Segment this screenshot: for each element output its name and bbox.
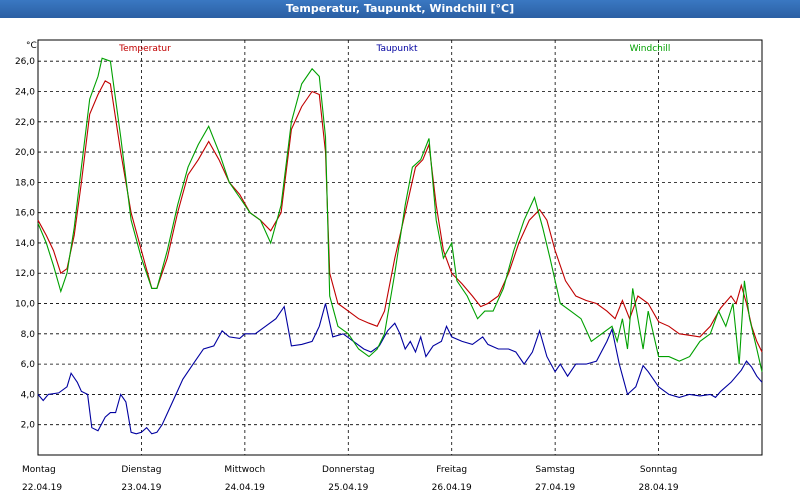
x-tick-day-label: Samstag <box>535 465 574 475</box>
grid <box>38 40 762 455</box>
x-tick-date-label: 27.04.19 <box>535 483 575 493</box>
legend-entry-windchill: Windchill <box>630 44 671 54</box>
y-tick-label: 10,0 <box>15 300 35 310</box>
legend-entry-taupunkt: Taupunkt <box>375 44 418 54</box>
x-tick-date-label: 25.04.19 <box>328 483 368 493</box>
y-tick-label: 20,0 <box>15 148 35 158</box>
x-tick-date-label: 26.04.19 <box>432 483 472 493</box>
legend-entry-temperatur: Temperatur <box>118 44 171 54</box>
y-axis-label: °C <box>26 41 37 51</box>
x-tick-day-label: Mittwoch <box>224 465 265 475</box>
legend: Temperatur Taupunkt Windchill <box>118 44 670 54</box>
y-tick-label: 14,0 <box>15 239 35 249</box>
chart-title: Temperatur, Taupunkt, Windchill [°C] <box>0 0 800 18</box>
y-tick-label: 18,0 <box>15 178 35 188</box>
plot-frame <box>37 39 763 456</box>
y-tick-label: 26,0 <box>15 57 35 67</box>
x-tick-day-label: Freitag <box>436 465 467 475</box>
series-line-windchill <box>37 57 763 372</box>
chart-area: 2,0 4,0 6,0 8,0 10,0 12,0 14,0 16,0 18,0 20,0 22,0… <box>0 18 800 500</box>
y-tick-label: 4,0 <box>21 390 36 400</box>
x-tick-day-label: Montag <box>22 465 56 475</box>
x-tick-date-label: 28.04.19 <box>639 483 679 493</box>
series-line-taupunkt <box>37 303 763 435</box>
y-tick-label: 24,0 <box>15 87 35 97</box>
x-tick-day-label: Dienstag <box>121 465 161 475</box>
x-tick-day-label: Sonntag <box>640 465 677 475</box>
x-tick-day-label: Donnerstag <box>322 465 375 475</box>
y-tick-label: 16,0 <box>15 209 35 219</box>
y-tick-label: 2,0 <box>21 421 36 431</box>
x-axis-ticks: Montag 22.04.19 Dienstag 23.04.19 Mittwoch 24… <box>22 465 679 493</box>
series-lines <box>37 57 763 435</box>
x-tick-date-label: 22.04.19 <box>22 483 62 493</box>
x-tick-date-label: 23.04.19 <box>121 483 161 493</box>
y-tick-label: 22,0 <box>15 118 35 128</box>
y-tick-label: 12,0 <box>15 269 35 279</box>
line-chart: 2,0 4,0 6,0 8,0 10,0 12,0 14,0 16,0 18,0 20,0 22,0… <box>15 39 763 493</box>
x-tick-date-label: 24.04.19 <box>225 483 265 493</box>
y-axis-ticks: 2,0 4,0 6,0 8,0 10,0 12,0 14,0 16,0 18,0 20,0 22,0… <box>15 57 35 431</box>
y-tick-label: 6,0 <box>21 360 36 370</box>
plot-border <box>37 39 763 456</box>
series-line-temperatur <box>37 80 763 353</box>
y-tick-label: 8,0 <box>21 330 36 340</box>
